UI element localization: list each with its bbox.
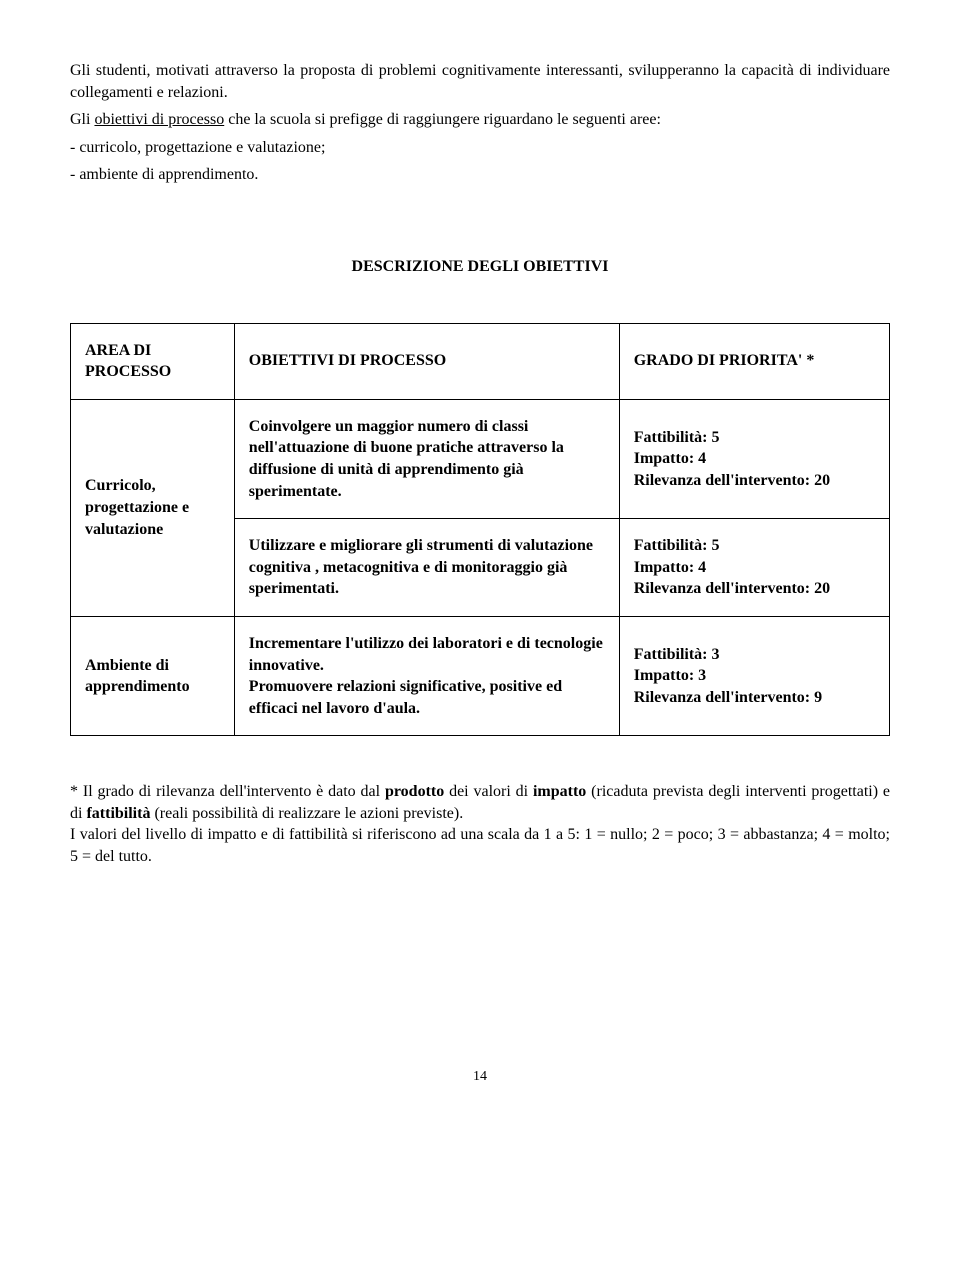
fattibilita: Fattibilità: 5 <box>634 537 720 554</box>
section-title: DESCRIZIONE DEGLI OBIETTIVI <box>70 256 890 278</box>
header-obiettivi: OBIETTIVI DI PROCESSO <box>234 323 619 399</box>
footnote-p1-b: prodotto <box>385 783 444 800</box>
obiettivo-cell: Coinvolgere un maggior numero di classi … <box>234 399 619 518</box>
rilevanza: Rilevanza dell'intervento: 20 <box>634 580 830 597</box>
header-area: AREA DI PROCESSO <box>71 323 235 399</box>
intro-list-item-2: - ambiente di apprendimento. <box>70 164 890 186</box>
impatto: Impatto: 4 <box>634 559 706 576</box>
fattibilita: Fattibilità: 5 <box>634 429 720 446</box>
intro-p2-underline: obiettivi di processo <box>94 111 224 128</box>
obiettivo-cell: Utilizzare e migliorare gli strumenti di… <box>234 519 619 617</box>
intro-p2-prefix: Gli <box>70 111 94 128</box>
table-header-row: AREA DI PROCESSO OBIETTIVI DI PROCESSO G… <box>71 323 890 399</box>
page-number: 14 <box>70 1068 890 1087</box>
priorita-cell: Fattibilità: 5 Impatto: 4 Rilevanza dell… <box>619 519 889 617</box>
obiettivo-cell: Incrementare l'utilizzo dei laboratori e… <box>234 616 619 735</box>
intro-list-item-1: - curricolo, progettazione e valutazione… <box>70 137 890 159</box>
intro-paragraph-2: Gli obiettivi di processo che la scuola … <box>70 109 890 131</box>
priorita-cell: Fattibilità: 3 Impatto: 3 Rilevanza dell… <box>619 616 889 735</box>
impatto: Impatto: 4 <box>634 450 706 467</box>
footnote: * Il grado di rilevanza dell'intervento … <box>70 781 890 867</box>
rilevanza: Rilevanza dell'intervento: 9 <box>634 689 822 706</box>
intro-paragraph-1: Gli studenti, motivati attraverso la pro… <box>70 60 890 103</box>
footnote-p1-a: * Il grado di rilevanza dell'intervento … <box>70 783 385 800</box>
priorita-cell: Fattibilità: 5 Impatto: 4 Rilevanza dell… <box>619 399 889 518</box>
footnote-p1-c: dei valori di <box>444 783 533 800</box>
header-priorita: GRADO DI PRIORITA' * <box>619 323 889 399</box>
rilevanza: Rilevanza dell'intervento: 20 <box>634 472 830 489</box>
footnote-p2: I valori del livello di impatto e di fat… <box>70 826 890 865</box>
footnote-p1-g: (reali possibilità di realizzare le azio… <box>150 805 463 822</box>
fattibilita: Fattibilità: 3 <box>634 646 720 663</box>
footnote-p1-d: impatto <box>533 783 586 800</box>
table-row: Ambiente di apprendimento Incrementare l… <box>71 616 890 735</box>
area-cell: Curricolo, progettazione e valutazione <box>71 399 235 616</box>
objectives-table: AREA DI PROCESSO OBIETTIVI DI PROCESSO G… <box>70 323 890 737</box>
intro-p2-rest: che la scuola si prefigge di raggiungere… <box>224 111 661 128</box>
impatto: Impatto: 3 <box>634 667 706 684</box>
table-row: Curricolo, progettazione e valutazione C… <box>71 399 890 518</box>
footnote-p1-f: fattibilità <box>86 805 150 822</box>
area-cell: Ambiente di apprendimento <box>71 616 235 735</box>
